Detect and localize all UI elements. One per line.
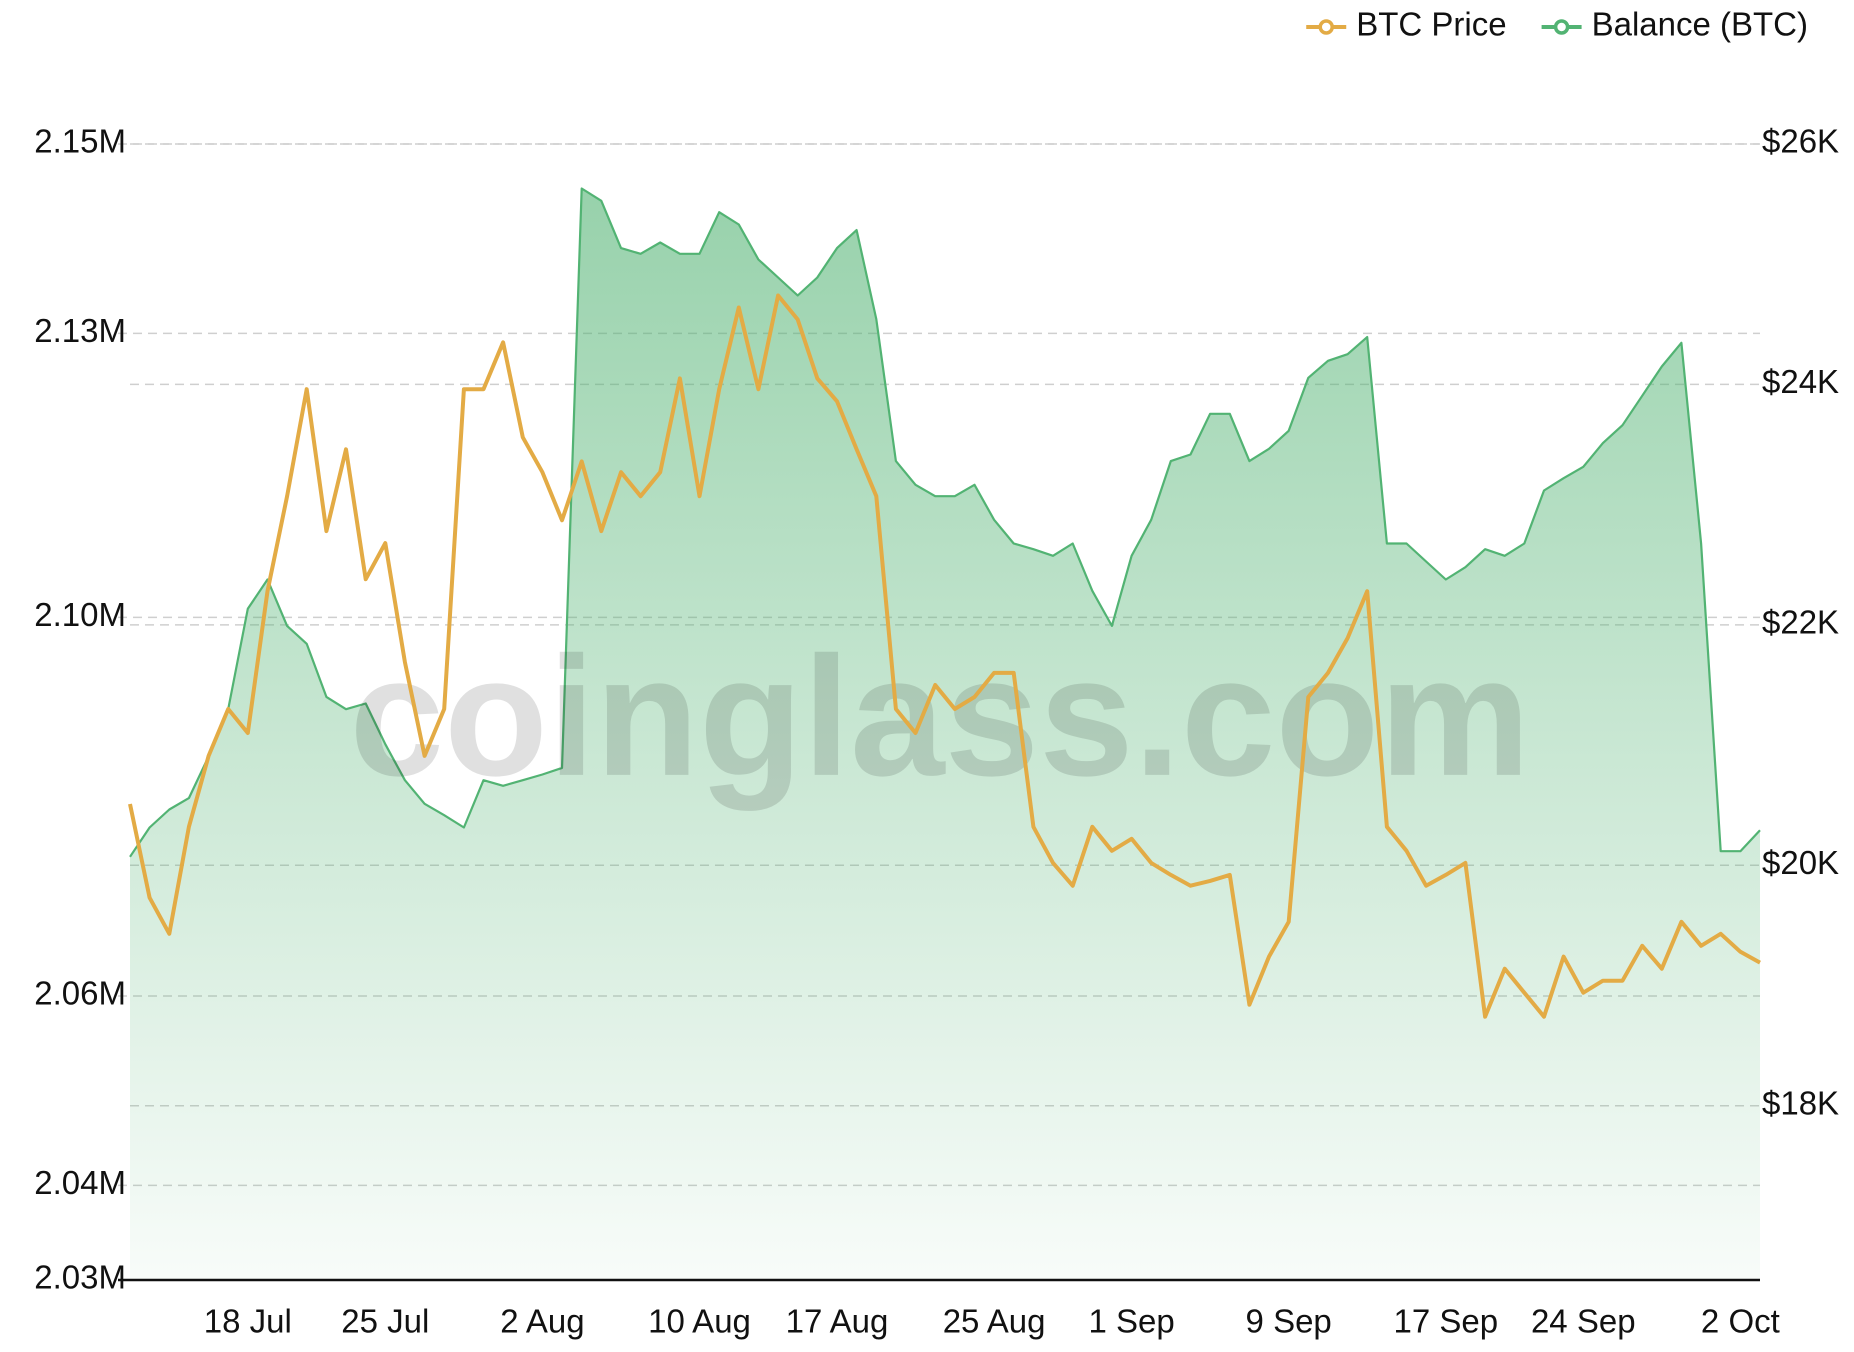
x-tick-label: 17 Aug (786, 1303, 889, 1340)
series-line (129, 187, 1761, 858)
area-fill (130, 188, 1760, 1280)
axes: 2.03M 2.04M 2.06M 2.10M 2.13M 2.15M $18K $20K $2… (34, 123, 1839, 1340)
legend-label: BTC Price (1356, 6, 1506, 43)
legend-label: Balance (BTC) (1592, 6, 1808, 43)
x-tick-label: 18 Jul (204, 1303, 292, 1340)
x-tick-label: 25 Aug (943, 1303, 1046, 1340)
legend-icon-dot (1553, 19, 1570, 35)
y-tick-label: 2.10M (34, 596, 126, 633)
x-tick-label: 17 Sep (1393, 1303, 1498, 1340)
y2-tick-label: $22K (1762, 604, 1839, 641)
legend: BTC Price Balance (BTC) (1306, 6, 1808, 43)
series-line (128, 293, 1761, 1019)
areas (129, 187, 1761, 1280)
legend-icon-dot (1318, 19, 1334, 35)
x-tick-label: 1 Sep (1088, 1303, 1174, 1340)
lines (128, 293, 1761, 1019)
x-tick-label: 24 Sep (1531, 1303, 1636, 1340)
y-tick-label: 2.03M (34, 1259, 126, 1296)
x-tick-label: 2 Aug (500, 1303, 584, 1340)
y-tick-label: 2.04M (34, 1164, 126, 1201)
y-tick-label: 2.06M (34, 975, 126, 1012)
x-tick-label: 10 Aug (648, 1303, 751, 1340)
y-tick-label: 2.13M (34, 312, 126, 349)
y2-tick-label: $26K (1762, 123, 1839, 160)
x-tick-label: 25 Jul (341, 1303, 429, 1340)
y2-tick-label: $20K (1762, 844, 1839, 881)
y-tick-label: 2.15M (34, 123, 126, 160)
y2-tick-label: $18K (1762, 1084, 1839, 1121)
y2-tick-label: $24K (1762, 363, 1839, 400)
x-tick-label: 2 Oct (1701, 1303, 1780, 1340)
watermark: coinglass.com (350, 622, 1531, 812)
x-tick-label: 9 Sep (1246, 1303, 1332, 1340)
